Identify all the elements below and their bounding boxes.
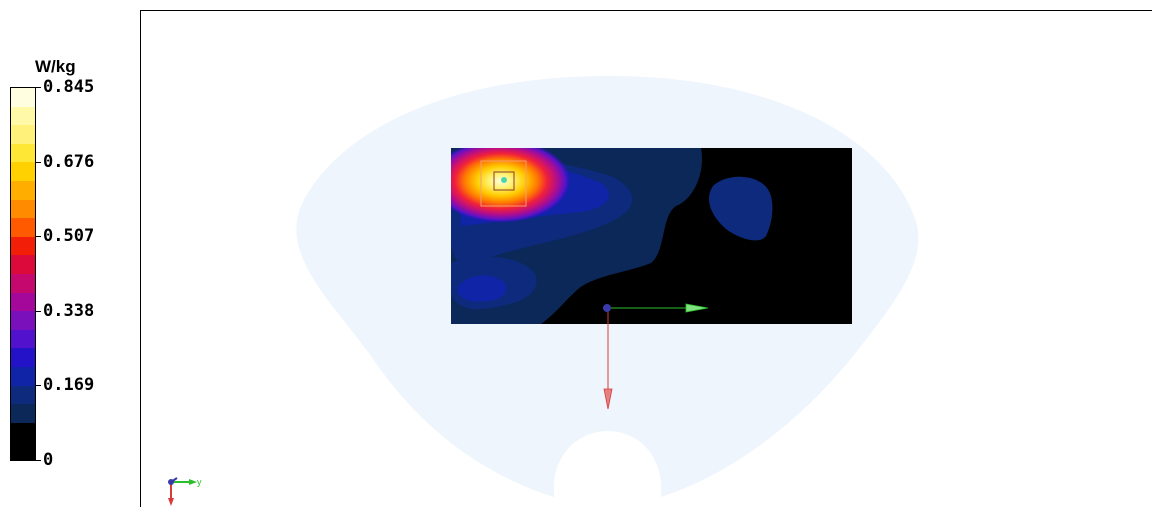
legend-band	[11, 106, 35, 126]
legend-tick	[36, 311, 41, 312]
legend-band	[11, 273, 35, 293]
coordinate-axes-icon	[168, 477, 197, 506]
sar-contour-blue-lower	[457, 275, 507, 302]
mini-axis-y-label: y	[197, 477, 202, 487]
legend-band	[11, 180, 35, 200]
legend-band	[11, 366, 35, 386]
legend-tick-label: 0.338	[43, 301, 95, 321]
render-viewport[interactable]: y	[140, 10, 1152, 507]
zoom-scan-outer	[480, 160, 527, 207]
legend-unit-label: W/kg	[35, 57, 76, 76]
sar-grid-area	[451, 148, 852, 324]
legend-band	[11, 143, 35, 163]
legend-band	[11, 329, 35, 349]
legend-band	[11, 311, 35, 330]
legend-tick-label: 0	[43, 450, 54, 470]
legend-band	[11, 385, 35, 405]
legend-tick-label: 0.845	[43, 77, 95, 97]
sar-hotspot	[451, 148, 571, 223]
legend-tick	[36, 460, 41, 461]
y-axis-arrowhead	[603, 388, 613, 410]
legend-band	[11, 404, 35, 423]
legend-band	[11, 162, 35, 181]
legend-band	[11, 348, 35, 367]
legend-band	[11, 218, 35, 237]
legend-band	[11, 255, 35, 274]
legend-band	[11, 292, 35, 312]
legend-tick	[36, 87, 41, 88]
axis-origin	[603, 304, 611, 312]
legend-tick-label: 0.507	[43, 226, 95, 246]
peak-marker	[501, 177, 507, 183]
legend-band	[11, 422, 35, 442]
legend-band	[11, 88, 35, 107]
sar-legend: W/kg 0.845 0.676 0.507 0.338 0.169 0	[0, 0, 140, 507]
legend-tick	[36, 385, 41, 386]
legend-colorbar	[10, 87, 36, 461]
legend-tick	[36, 236, 41, 237]
legend-tick	[36, 162, 41, 163]
legend-band	[11, 236, 35, 256]
legend-band	[11, 441, 35, 460]
legend-band	[11, 199, 35, 219]
x-axis-arrowhead	[685, 303, 709, 313]
sar-contour-island	[709, 176, 773, 241]
legend-tick-label: 0.676	[43, 152, 95, 172]
sar-scene: y	[168, 76, 919, 506]
zoom-scan-inner	[493, 171, 515, 191]
legend-tick-label: 0.169	[43, 375, 95, 395]
legend-band	[11, 125, 35, 144]
